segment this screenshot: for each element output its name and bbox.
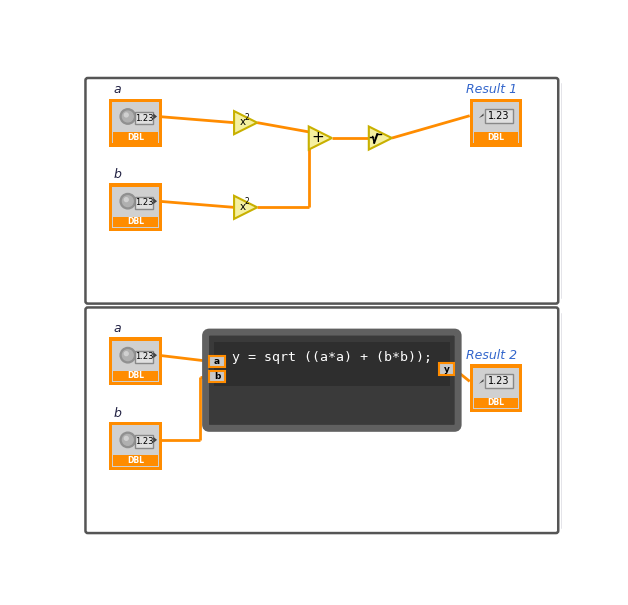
Text: 1.23: 1.23 (135, 352, 153, 361)
Circle shape (122, 196, 133, 206)
Text: Result 1: Result 1 (467, 83, 517, 96)
Circle shape (122, 350, 133, 361)
Circle shape (120, 432, 136, 448)
Bar (135, 350, 153, 363)
Bar (473, 102, 519, 143)
Text: DBL: DBL (127, 217, 144, 226)
Polygon shape (369, 126, 392, 149)
Bar (485, 109, 513, 123)
Text: 1.23: 1.23 (135, 198, 153, 208)
Text: y = sqrt ((a*a) + (b*b));: y = sqrt ((a*a) + (b*b)); (232, 351, 432, 364)
Bar (109, 183, 161, 231)
Circle shape (124, 436, 128, 440)
Bar (474, 132, 518, 143)
Text: DBL: DBL (487, 399, 504, 407)
Text: DBL: DBL (127, 132, 144, 142)
Bar (113, 217, 158, 227)
Bar (112, 341, 159, 382)
Circle shape (120, 109, 136, 124)
Bar (209, 371, 225, 382)
Bar (135, 112, 153, 124)
Circle shape (124, 198, 128, 201)
Bar (474, 397, 518, 408)
Polygon shape (234, 196, 257, 219)
Bar (470, 99, 522, 146)
Text: b: b (214, 372, 220, 381)
Text: 1.23: 1.23 (488, 111, 510, 121)
Circle shape (122, 111, 133, 122)
Polygon shape (479, 113, 484, 118)
Text: b: b (114, 407, 122, 420)
FancyBboxPatch shape (85, 78, 558, 304)
FancyBboxPatch shape (85, 307, 558, 533)
Bar (112, 102, 159, 143)
Polygon shape (234, 111, 257, 134)
Text: 1.23: 1.23 (488, 376, 510, 387)
Polygon shape (153, 113, 157, 120)
Circle shape (122, 434, 133, 445)
Text: x: x (239, 117, 246, 127)
Bar (135, 197, 153, 209)
Text: a: a (214, 357, 220, 366)
Bar (112, 186, 159, 228)
Bar (112, 425, 159, 467)
Bar (470, 364, 522, 412)
Bar (439, 363, 454, 375)
Polygon shape (153, 352, 157, 358)
Circle shape (120, 347, 136, 363)
Text: +: + (311, 130, 325, 145)
Polygon shape (479, 379, 484, 384)
Polygon shape (153, 198, 157, 204)
Text: a: a (114, 322, 122, 335)
Text: y: y (443, 365, 450, 373)
Text: DBL: DBL (487, 132, 504, 142)
Circle shape (124, 113, 128, 117)
Text: 2: 2 (245, 113, 249, 122)
Text: DBL: DBL (127, 456, 144, 465)
Text: b: b (114, 168, 122, 181)
Bar (485, 374, 513, 388)
Text: 1.23: 1.23 (135, 114, 153, 123)
Bar (473, 367, 519, 409)
Text: 2: 2 (245, 197, 249, 206)
Text: x: x (239, 201, 246, 212)
Text: 1.23: 1.23 (135, 437, 153, 446)
Text: a: a (114, 83, 122, 96)
FancyBboxPatch shape (205, 332, 458, 428)
Circle shape (124, 352, 128, 356)
Bar (209, 356, 225, 367)
Bar (113, 456, 158, 466)
Circle shape (120, 194, 136, 209)
Bar (109, 338, 161, 385)
Bar (214, 342, 450, 386)
Text: DBL: DBL (127, 371, 144, 381)
Bar (109, 99, 161, 146)
Polygon shape (153, 437, 157, 443)
Polygon shape (309, 126, 332, 149)
Bar (135, 435, 153, 448)
Bar (113, 371, 158, 381)
Bar (113, 132, 158, 143)
Text: Result 2: Result 2 (467, 349, 517, 362)
Bar (109, 422, 161, 470)
